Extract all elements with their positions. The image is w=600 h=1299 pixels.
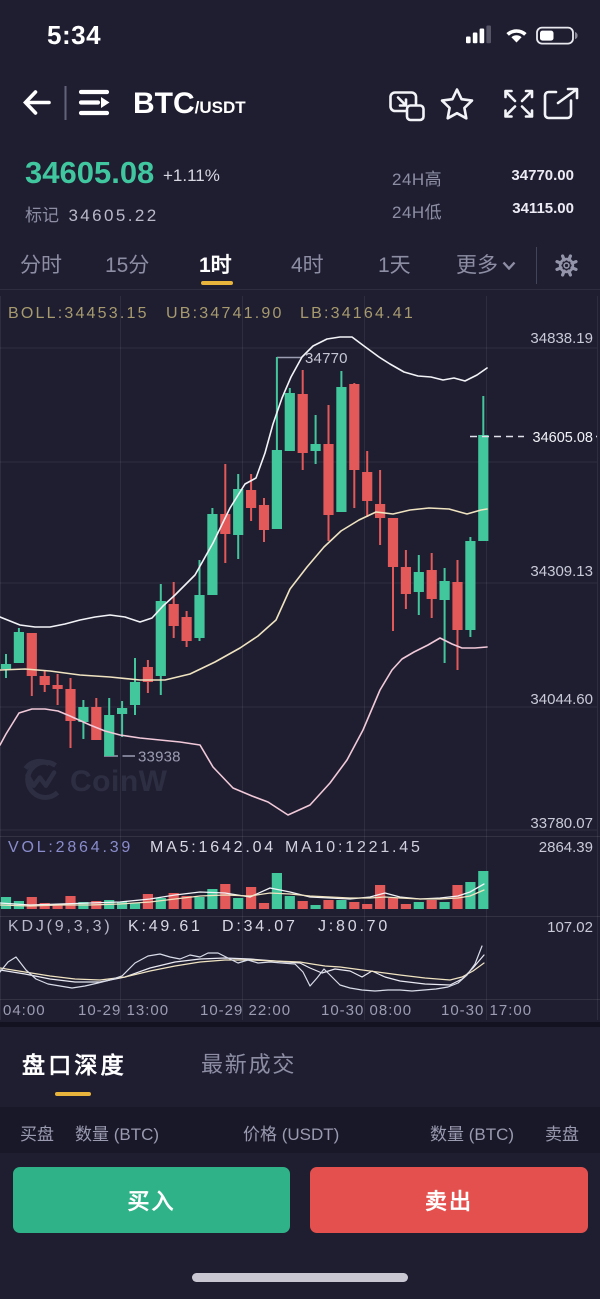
svg-text:J:80.70: J:80.70: [318, 918, 390, 935]
svg-text:33780.07: 33780.07: [530, 815, 593, 832]
svg-text:34309.13: 34309.13: [530, 563, 593, 580]
svg-text:33938: 33938: [138, 749, 181, 766]
svg-text:10-29 22:00: 10-29 22:00: [200, 1002, 291, 1019]
svg-text:34044.60: 34044.60: [530, 691, 593, 708]
svg-text:04:00: 04:00: [3, 1002, 46, 1019]
svg-text:BOLL:34453.15: BOLL:34453.15: [8, 305, 149, 322]
svg-text:10-30 08:00: 10-30 08:00: [321, 1002, 412, 1019]
svg-text:107.02: 107.02: [547, 919, 593, 936]
svg-text:VOL:2864.39: VOL:2864.39: [8, 839, 133, 856]
svg-text:UB:34741.90: UB:34741.90: [166, 305, 284, 322]
svg-text:34605.08: 34605.08: [533, 430, 593, 446]
svg-text:34838.19: 34838.19: [530, 330, 593, 347]
svg-text:10-30 17:00: 10-30 17:00: [441, 1002, 532, 1019]
svg-text:34770: 34770: [305, 350, 348, 367]
svg-text:10-29 13:00: 10-29 13:00: [78, 1002, 169, 1019]
svg-text:CoinW: CoinW: [70, 765, 168, 798]
svg-text:K:49.61: K:49.61: [128, 918, 203, 935]
svg-text:D:34.07: D:34.07: [222, 918, 298, 935]
svg-text:KDJ(9,3,3): KDJ(9,3,3): [8, 918, 112, 935]
svg-text:MA10:1221.45: MA10:1221.45: [285, 839, 423, 856]
svg-text:2864.39: 2864.39: [539, 839, 593, 856]
svg-text:MA5:1642.04: MA5:1642.04: [150, 839, 276, 856]
svg-text:LB:34164.41: LB:34164.41: [300, 305, 415, 322]
